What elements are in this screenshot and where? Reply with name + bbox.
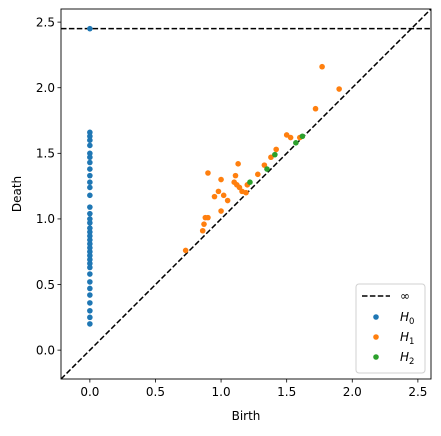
- point-h2: [264, 166, 270, 172]
- y-axis-label: Death: [10, 176, 24, 212]
- point-h0: [87, 244, 93, 251]
- point-h0: [87, 129, 93, 136]
- point-h1: [336, 86, 342, 92]
- point-h0: [87, 210, 93, 217]
- point-h1: [211, 193, 218, 200]
- point-h1: [201, 221, 207, 227]
- point-h0: [87, 237, 93, 243]
- x-axis-label: Birth: [232, 409, 261, 423]
- point-h1: [255, 171, 261, 178]
- point-h0: [87, 256, 93, 263]
- point-h0: [87, 264, 93, 271]
- y-axis-ticks: 0.0 0.5 1.0 1.5 2.0 2.5: [36, 15, 61, 357]
- y-tick-label: 0.0: [36, 343, 55, 357]
- legend-h2-marker: [373, 354, 379, 360]
- point-h0: [87, 260, 93, 267]
- point-h0: [87, 172, 93, 179]
- legend-h0-marker: [373, 314, 379, 320]
- y-tick-label: 1.0: [36, 212, 55, 226]
- y-tick-label: 0.5: [36, 278, 55, 292]
- point-h1: [218, 208, 224, 214]
- point-h0: [87, 220, 93, 226]
- point-h0: [87, 241, 93, 247]
- y-tick-label: 2.0: [36, 81, 55, 95]
- point-h2: [299, 133, 306, 140]
- point-h0: [87, 166, 93, 172]
- point-h1: [283, 132, 290, 138]
- point-h0: [87, 233, 93, 239]
- point-h1: [220, 192, 227, 199]
- point-h1: [312, 105, 319, 112]
- legend-box: [355, 283, 426, 374]
- point-h0: [87, 133, 93, 140]
- point-h1: [182, 247, 189, 254]
- point-h1: [236, 184, 243, 191]
- point-h1: [205, 170, 211, 176]
- legend-h2-label: H2: [400, 350, 414, 367]
- x-tick-label: 1.0: [212, 385, 231, 399]
- point-h0: [87, 300, 93, 306]
- legend: ∞ H0 H1 H2: [355, 283, 426, 374]
- point-h1: [287, 134, 294, 141]
- point-h1: [224, 197, 231, 204]
- point-h1: [199, 227, 206, 234]
- legend-h1-marker: [373, 334, 379, 340]
- point-h0: [87, 314, 93, 321]
- point-h0: [87, 159, 93, 166]
- point-h0: [87, 25, 93, 32]
- point-h1: [215, 188, 222, 195]
- x-tick-label: 0.5: [146, 385, 165, 399]
- x-axis-ticks: 0.0 0.5 1.0 1.5 2.0 2.5: [80, 379, 427, 399]
- point-h0: [87, 279, 93, 285]
- x-tick-label: 2.5: [408, 385, 427, 399]
- point-h1: [232, 172, 239, 179]
- point-h2: [293, 140, 299, 146]
- x-tick-label: 2.0: [343, 385, 362, 399]
- y-tick-label: 2.5: [36, 15, 55, 29]
- point-h0: [87, 321, 93, 327]
- point-h0: [87, 184, 93, 191]
- point-h2: [247, 179, 253, 185]
- point-h0: [87, 179, 93, 185]
- point-h0: [87, 154, 93, 161]
- point-h0: [87, 216, 93, 222]
- point-h0: [87, 192, 93, 199]
- y-tick-label: 1.5: [36, 147, 55, 161]
- points-layer: [87, 25, 342, 327]
- point-h0: [87, 307, 93, 314]
- point-h2: [272, 151, 278, 158]
- point-h1: [273, 146, 279, 153]
- point-h0: [87, 150, 93, 157]
- legend-infinity-label: ∞: [400, 289, 410, 303]
- point-h1: [268, 154, 274, 161]
- point-h0: [87, 225, 93, 231]
- point-h1: [261, 162, 268, 168]
- point-h0: [87, 248, 93, 255]
- x-tick-label: 1.5: [277, 385, 296, 399]
- point-h1: [235, 161, 241, 167]
- point-h1: [205, 214, 211, 221]
- point-h1: [319, 63, 325, 70]
- x-tick-label: 0.0: [80, 385, 99, 399]
- plot-frame: [60, 8, 432, 380]
- point-h0: [87, 229, 93, 235]
- point-h0: [87, 252, 93, 259]
- point-h1: [218, 176, 224, 183]
- point-h0: [87, 285, 93, 292]
- point-h0: [87, 292, 93, 298]
- point-h0: [87, 271, 93, 277]
- point-h0: [87, 137, 93, 144]
- point-h0: [87, 142, 93, 149]
- legend-h0-label: H0: [400, 310, 414, 327]
- point-h1: [243, 189, 249, 196]
- point-h0: [87, 204, 93, 210]
- legend-h1-label: H1: [400, 330, 414, 347]
